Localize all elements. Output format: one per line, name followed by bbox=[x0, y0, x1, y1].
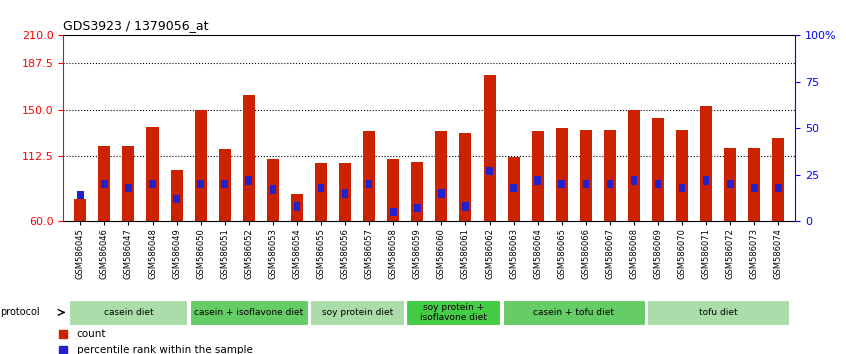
Bar bbox=[390, 208, 397, 216]
Bar bbox=[647, 300, 789, 325]
Bar bbox=[630, 176, 637, 184]
Bar bbox=[436, 131, 448, 221]
Bar bbox=[74, 199, 86, 221]
Bar bbox=[69, 300, 188, 325]
Bar bbox=[749, 148, 761, 221]
Bar bbox=[222, 180, 228, 188]
Text: count: count bbox=[77, 329, 106, 339]
Bar bbox=[77, 191, 84, 199]
Bar bbox=[173, 195, 180, 203]
Bar bbox=[342, 189, 349, 198]
Bar bbox=[190, 300, 308, 325]
Bar bbox=[652, 118, 664, 221]
Bar bbox=[607, 180, 613, 188]
Bar bbox=[245, 176, 252, 184]
Bar bbox=[339, 163, 351, 221]
Bar bbox=[438, 189, 445, 198]
Bar bbox=[146, 127, 158, 221]
Bar bbox=[414, 204, 420, 212]
Bar bbox=[270, 185, 276, 194]
Bar bbox=[219, 149, 231, 221]
Bar bbox=[655, 180, 662, 188]
Bar bbox=[411, 162, 423, 221]
Bar bbox=[462, 202, 469, 211]
Bar bbox=[558, 180, 565, 188]
Text: casein + tofu diet: casein + tofu diet bbox=[533, 308, 614, 317]
Bar bbox=[775, 184, 782, 192]
Text: tofu diet: tofu diet bbox=[699, 308, 738, 317]
Bar bbox=[310, 300, 404, 325]
Bar bbox=[556, 128, 568, 221]
Bar bbox=[700, 106, 712, 221]
Text: casein + isoflavone diet: casein + isoflavone diet bbox=[195, 308, 304, 317]
Bar bbox=[678, 184, 685, 192]
Text: casein diet: casein diet bbox=[103, 308, 153, 317]
Bar bbox=[365, 180, 372, 188]
Bar bbox=[123, 146, 135, 221]
Text: soy protein diet: soy protein diet bbox=[321, 308, 393, 317]
Bar bbox=[197, 180, 204, 188]
Text: GDS3923 / 1379056_at: GDS3923 / 1379056_at bbox=[63, 19, 209, 32]
Bar bbox=[318, 184, 324, 192]
Bar bbox=[363, 131, 375, 221]
Bar bbox=[149, 180, 156, 188]
Bar bbox=[125, 184, 132, 192]
Bar bbox=[751, 184, 758, 192]
Bar bbox=[171, 170, 183, 221]
Bar bbox=[195, 110, 206, 221]
Bar bbox=[531, 131, 544, 221]
Bar bbox=[484, 75, 496, 221]
Bar bbox=[510, 184, 517, 192]
Bar bbox=[535, 176, 541, 184]
Bar bbox=[772, 138, 784, 221]
Bar bbox=[676, 130, 688, 221]
Bar bbox=[266, 159, 279, 221]
Bar bbox=[583, 180, 589, 188]
Bar bbox=[724, 148, 736, 221]
Bar bbox=[406, 300, 500, 325]
Bar bbox=[98, 146, 110, 221]
Bar bbox=[291, 194, 303, 221]
Text: soy protein +
isoflavone diet: soy protein + isoflavone diet bbox=[420, 303, 486, 322]
Bar bbox=[604, 130, 616, 221]
Bar bbox=[628, 110, 640, 221]
Bar bbox=[727, 180, 733, 188]
Bar bbox=[508, 157, 519, 221]
Bar bbox=[503, 300, 645, 325]
Bar bbox=[243, 95, 255, 221]
Bar bbox=[580, 130, 592, 221]
Bar bbox=[101, 180, 107, 188]
Text: percentile rank within the sample: percentile rank within the sample bbox=[77, 345, 252, 354]
Bar bbox=[387, 159, 399, 221]
Bar bbox=[294, 202, 300, 211]
Bar bbox=[315, 163, 327, 221]
Bar bbox=[486, 167, 493, 175]
Bar bbox=[703, 176, 710, 184]
Bar bbox=[459, 133, 471, 221]
Text: protocol: protocol bbox=[0, 307, 40, 318]
